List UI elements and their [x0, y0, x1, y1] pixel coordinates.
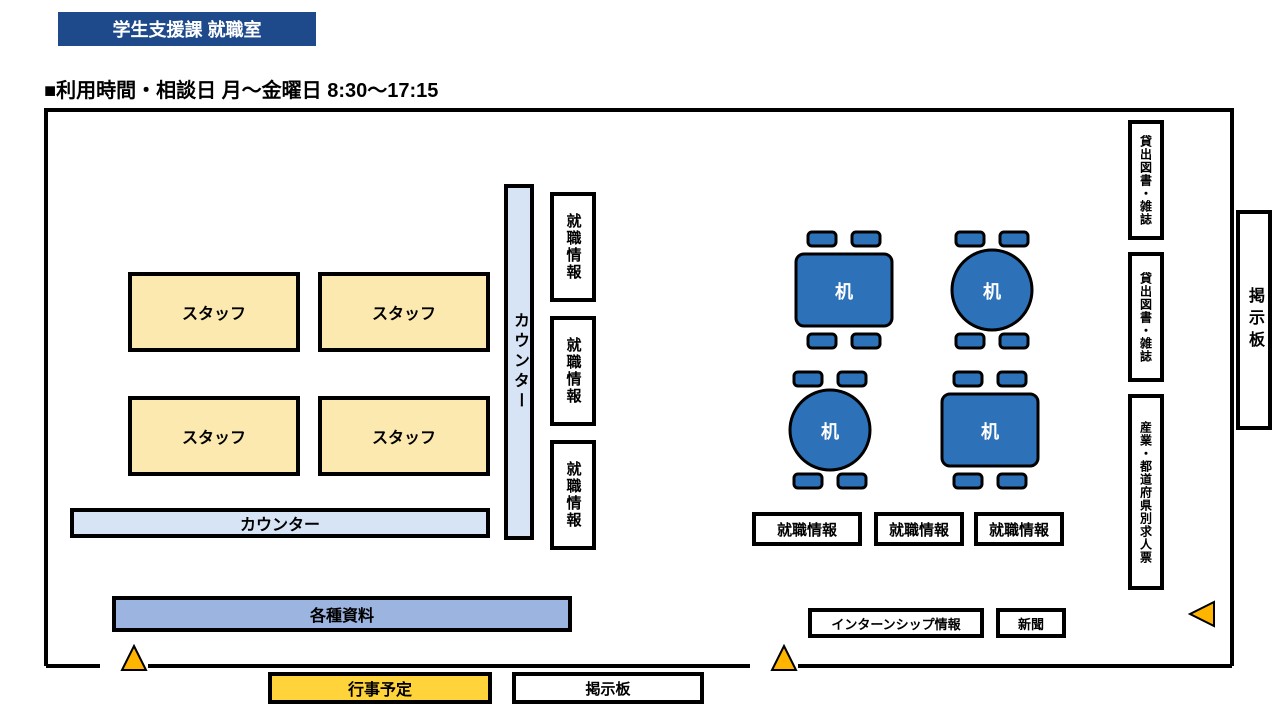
job-info-shelf: 就職情報: [550, 440, 596, 550]
staff-desk: スタッフ: [128, 396, 300, 476]
entrance-marker-icon: [770, 644, 798, 672]
schedule-box: 行事予定: [268, 672, 492, 704]
job-info-shelf: 就職情報: [550, 316, 596, 426]
desk-group: 机: [912, 210, 1072, 370]
desk-label: 机: [983, 282, 1001, 302]
entrance-marker-icon: [1188, 600, 1216, 628]
desk-label: 机: [821, 422, 839, 442]
shelf-loan-books: 貸出図書・雑誌: [1128, 252, 1164, 382]
title-banner: 学生支援課 就職室: [58, 12, 316, 46]
bulletin-bottom: 掲示板: [512, 672, 704, 704]
bulletin-right: 掲示板: [1236, 210, 1272, 430]
shelf-industry-jobs: 産業・都道府県別求人票: [1128, 394, 1164, 590]
staff-desk: スタッフ: [318, 272, 490, 352]
newspaper-box: 新聞: [996, 608, 1066, 638]
job-info-box: 就職情報: [974, 512, 1064, 546]
desk-group: 机: [764, 210, 924, 370]
materials-shelf: 各種資料: [112, 596, 572, 632]
counter-vertical: カウンター: [504, 184, 534, 540]
desk-label: 机: [981, 422, 999, 442]
hours-label: ■利用時間・相談日 月〜金曜日 8:30〜17:15: [44, 74, 438, 103]
desk-label: 机: [835, 282, 853, 302]
job-info-box: 就職情報: [752, 512, 862, 546]
desk-group: 机: [910, 350, 1070, 510]
entrance-marker-icon: [120, 644, 148, 672]
staff-desk: スタッフ: [128, 272, 300, 352]
desk-group: 机: [750, 350, 910, 510]
shelf-loan-books: 貸出図書・雑誌: [1128, 120, 1164, 240]
job-info-shelf: 就職情報: [550, 192, 596, 302]
staff-desk: スタッフ: [318, 396, 490, 476]
job-info-box: 就職情報: [874, 512, 964, 546]
internship-info: インターンシップ情報: [808, 608, 984, 638]
counter-horizontal: カウンター: [70, 508, 490, 538]
